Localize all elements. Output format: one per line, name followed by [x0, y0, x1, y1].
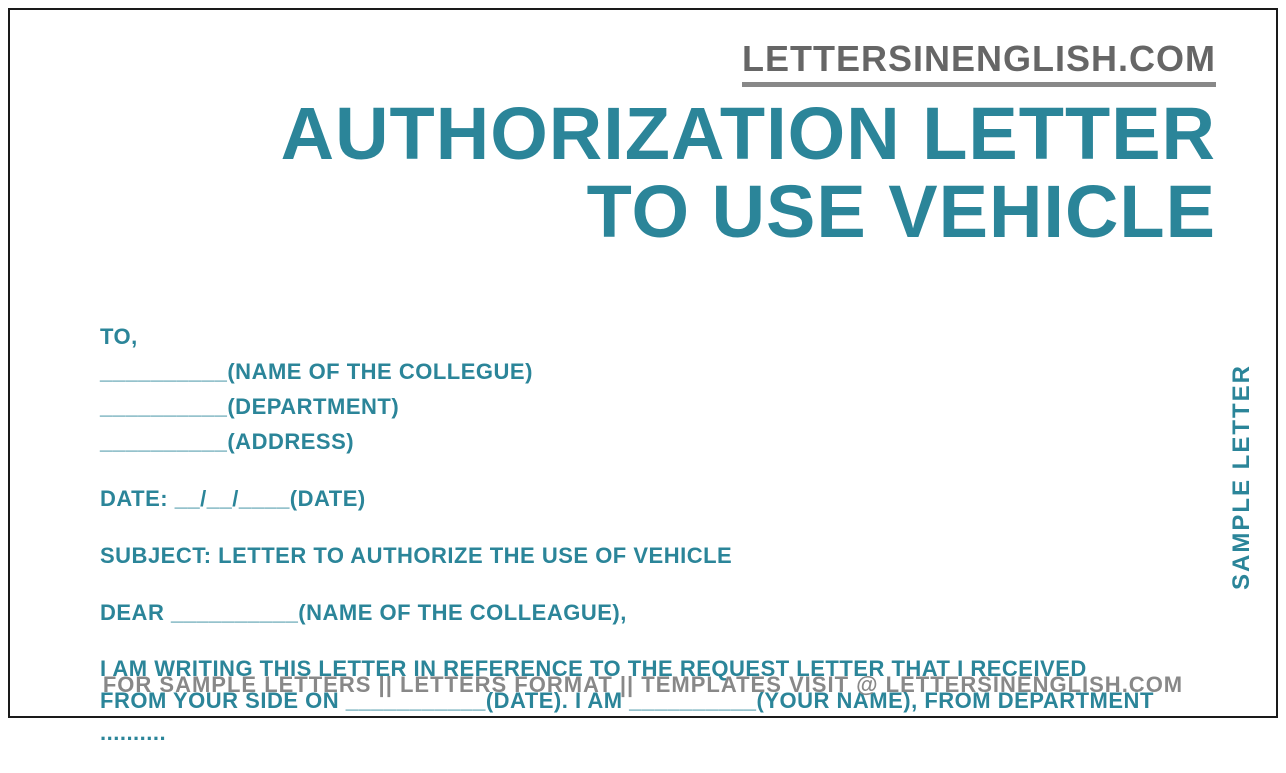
subject-block: SUBJECT: LETTER TO AUTHORIZE THE USE OF … [100, 539, 1156, 572]
footer-text: FOR SAMPLE LETTERS || LETTERS FORMAT || … [10, 672, 1276, 698]
to-label: TO, [100, 320, 1156, 353]
document-frame: LETTERSINENGLISH.COM AUTHORIZATION LETTE… [8, 8, 1278, 718]
recipient-name-line: __________(NAME OF THE COLLEGUE) [100, 355, 1156, 388]
subject-line: SUBJECT: LETTER TO AUTHORIZE THE USE OF … [100, 539, 1156, 572]
body-paragraph: I AM WRITING THIS LETTER IN REFERENCE TO… [100, 653, 1156, 749]
recipient-addr-line: __________(ADDRESS) [100, 425, 1156, 458]
title-line-2: TO USE VEHICLE [281, 173, 1216, 251]
date-block: DATE: __/__/____(DATE) [100, 482, 1156, 515]
letter-body: TO, __________(NAME OF THE COLLEGUE) ___… [100, 320, 1156, 773]
recipient-dept-line: __________(DEPARTMENT) [100, 390, 1156, 423]
date-line: DATE: __/__/____(DATE) [100, 482, 1156, 515]
salutation-line: DEAR __________(NAME OF THE COLLEAGUE), [100, 596, 1156, 629]
sample-letter-label: SAMPLE LETTER [1228, 364, 1256, 590]
salutation-block: DEAR __________(NAME OF THE COLLEAGUE), [100, 596, 1156, 629]
recipient-block: TO, __________(NAME OF THE COLLEGUE) ___… [100, 320, 1156, 458]
website-link[interactable]: LETTERSINENGLISH.COM [742, 38, 1216, 87]
document-title: AUTHORIZATION LETTER TO USE VEHICLE [281, 95, 1216, 250]
title-line-1: AUTHORIZATION LETTER [281, 95, 1216, 173]
